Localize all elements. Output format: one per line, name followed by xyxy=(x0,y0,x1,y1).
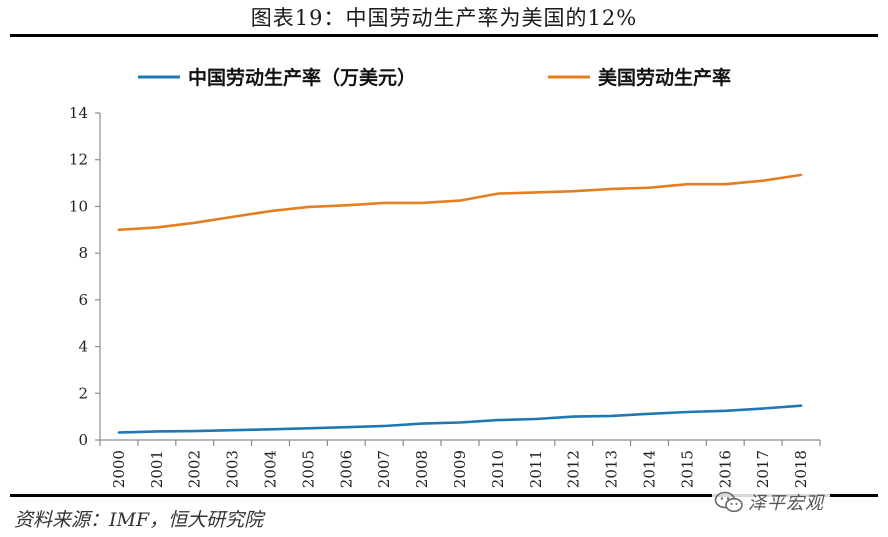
y-tick-label: 10 xyxy=(69,197,88,215)
y-tick-label: 6 xyxy=(78,291,88,309)
x-tick-label: 2017 xyxy=(754,450,772,488)
x-tick-label: 2001 xyxy=(148,450,166,488)
x-tick-label: 2007 xyxy=(375,450,393,488)
x-tick-label: 2013 xyxy=(603,450,621,488)
x-tick-label: 2011 xyxy=(527,450,545,488)
x-tick-label: 2000 xyxy=(110,450,128,488)
x-tick-label: 2002 xyxy=(186,450,204,488)
y-tick-label: 8 xyxy=(78,244,88,262)
watermark: 泽平宏观 xyxy=(712,488,830,516)
x-tick-label: 2014 xyxy=(640,450,658,488)
x-tick-label: 2016 xyxy=(716,450,734,488)
legend-item-china-label: 中国劳动生产率（万美元） xyxy=(188,66,416,89)
x-tick-label: 2008 xyxy=(413,450,431,488)
top-rule xyxy=(10,34,878,37)
x-tick-label: 2012 xyxy=(565,450,583,488)
x-tick-label: 2018 xyxy=(792,450,810,488)
x-tick-label: 2003 xyxy=(224,450,242,488)
x-tick-label: 2004 xyxy=(262,450,280,488)
figure-title: 图表19：中国劳动生产率为美国的12% xyxy=(250,6,638,30)
x-tick-label: 2005 xyxy=(299,450,317,488)
chart-axes: 0 2 4 6 8 10 12 14 2000 2001 2002 2003 2004 2005 2006 2… xyxy=(69,104,821,488)
x-tick-label: 2009 xyxy=(451,450,469,488)
x-tick-label: 2015 xyxy=(678,450,696,488)
line-chart: 中国劳动生产率（万美元） 美国劳动生产率 0 2 4 6 8 10 12 14 2000 2001 2… xyxy=(69,66,821,488)
watermark-text: 泽平宏观 xyxy=(748,493,824,514)
y-tick-label: 0 xyxy=(78,431,88,449)
wechat-icon xyxy=(714,491,743,513)
chart-series xyxy=(117,173,803,434)
y-tick-label: 2 xyxy=(78,384,88,402)
series-line-usa xyxy=(117,173,803,232)
x-tick-label: 2010 xyxy=(489,450,507,488)
series-line-china xyxy=(117,404,803,434)
y-tick-label: 12 xyxy=(69,151,88,169)
source-note: 资料来源：IMF，恒大研究院 xyxy=(14,509,264,531)
chart-legend: 中国劳动生产率（万美元） 美国劳动生产率 xyxy=(138,66,731,89)
x-tick-label: 2006 xyxy=(337,450,355,488)
legend-item-usa-label: 美国劳动生产率 xyxy=(598,66,731,89)
y-tick-label: 14 xyxy=(69,104,88,122)
bottom-rule xyxy=(10,494,878,497)
y-tick-label: 4 xyxy=(78,338,88,356)
